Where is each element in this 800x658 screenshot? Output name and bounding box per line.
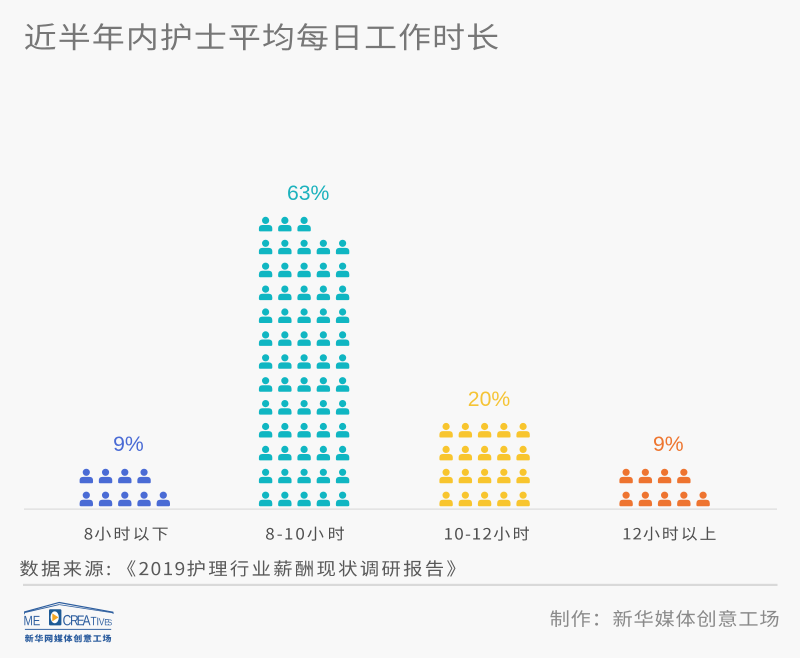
svg-text:9%: 9%: [113, 433, 144, 456]
svg-text:20%: 20%: [468, 388, 511, 411]
svg-text:9%: 9%: [653, 433, 684, 456]
svg-text:63%: 63%: [287, 182, 330, 205]
